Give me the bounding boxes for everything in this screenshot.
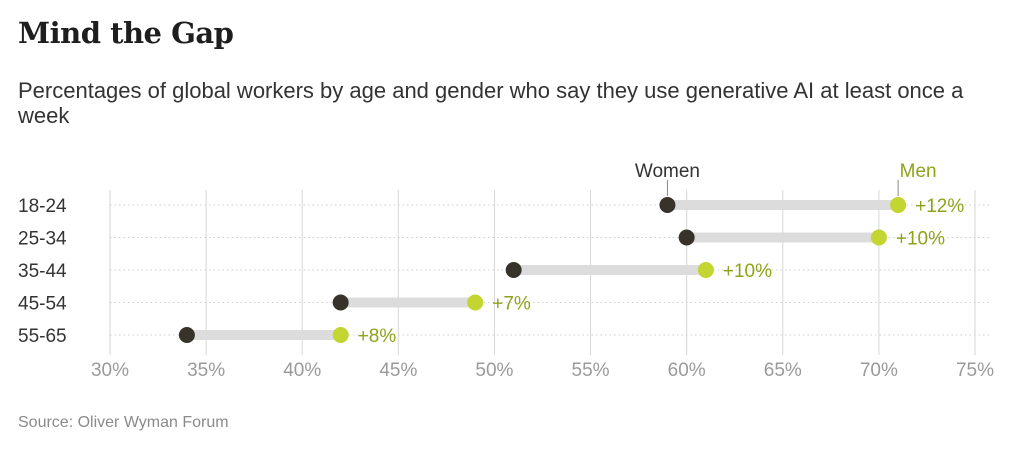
- women-dot: [333, 295, 349, 311]
- x-tick-label: 30%: [91, 360, 129, 381]
- men-dot: [333, 327, 349, 343]
- x-tick-label: 45%: [379, 360, 417, 381]
- x-tick-label: 40%: [283, 360, 321, 381]
- legend-men-label: Men: [900, 161, 937, 182]
- gap-bars: [187, 205, 898, 335]
- gap-label: +12%: [915, 196, 964, 217]
- dumbbell-chart: Women Men 30% 35% 40% 45% 50% 55% 60% 65% 70% 75% 1…: [0, 150, 1024, 390]
- women-dot: [679, 230, 695, 246]
- gap-label: +10%: [723, 261, 772, 282]
- source-note: Source: Oliver Wyman Forum: [18, 414, 229, 432]
- category-label: 45-54: [18, 294, 67, 315]
- x-tick-label: 35%: [187, 360, 225, 381]
- men-dot: [467, 295, 483, 311]
- x-tick-label: 65%: [764, 360, 802, 381]
- chart-title: Mind the Gap: [18, 16, 233, 50]
- men-dot: [890, 197, 906, 213]
- legend: Women Men: [635, 161, 937, 196]
- category-label: 55-65: [18, 326, 67, 347]
- x-tick-label: 50%: [475, 360, 513, 381]
- men-dot: [871, 230, 887, 246]
- x-tick-label: 55%: [572, 360, 610, 381]
- chart-subtitle: Percentages of global workers by age and…: [18, 78, 1008, 128]
- gap-label: +7%: [492, 294, 531, 315]
- labels: 30% 35% 40% 45% 50% 55% 60% 65% 70% 75% 18-24 +12% 2…: [18, 196, 994, 381]
- category-label: 18-24: [18, 196, 67, 217]
- legend-women-label: Women: [635, 161, 700, 182]
- x-tick-label: 60%: [668, 360, 706, 381]
- x-tick-label: 70%: [860, 360, 898, 381]
- women-dot: [179, 327, 195, 343]
- men-dot: [698, 262, 714, 278]
- women-dot: [506, 262, 522, 278]
- category-label: 25-34: [18, 229, 67, 250]
- category-label: 35-44: [18, 261, 67, 282]
- x-tick-label: 75%: [956, 360, 994, 381]
- gap-label: +8%: [358, 326, 397, 347]
- women-dot: [659, 197, 675, 213]
- gap-label: +10%: [896, 229, 945, 250]
